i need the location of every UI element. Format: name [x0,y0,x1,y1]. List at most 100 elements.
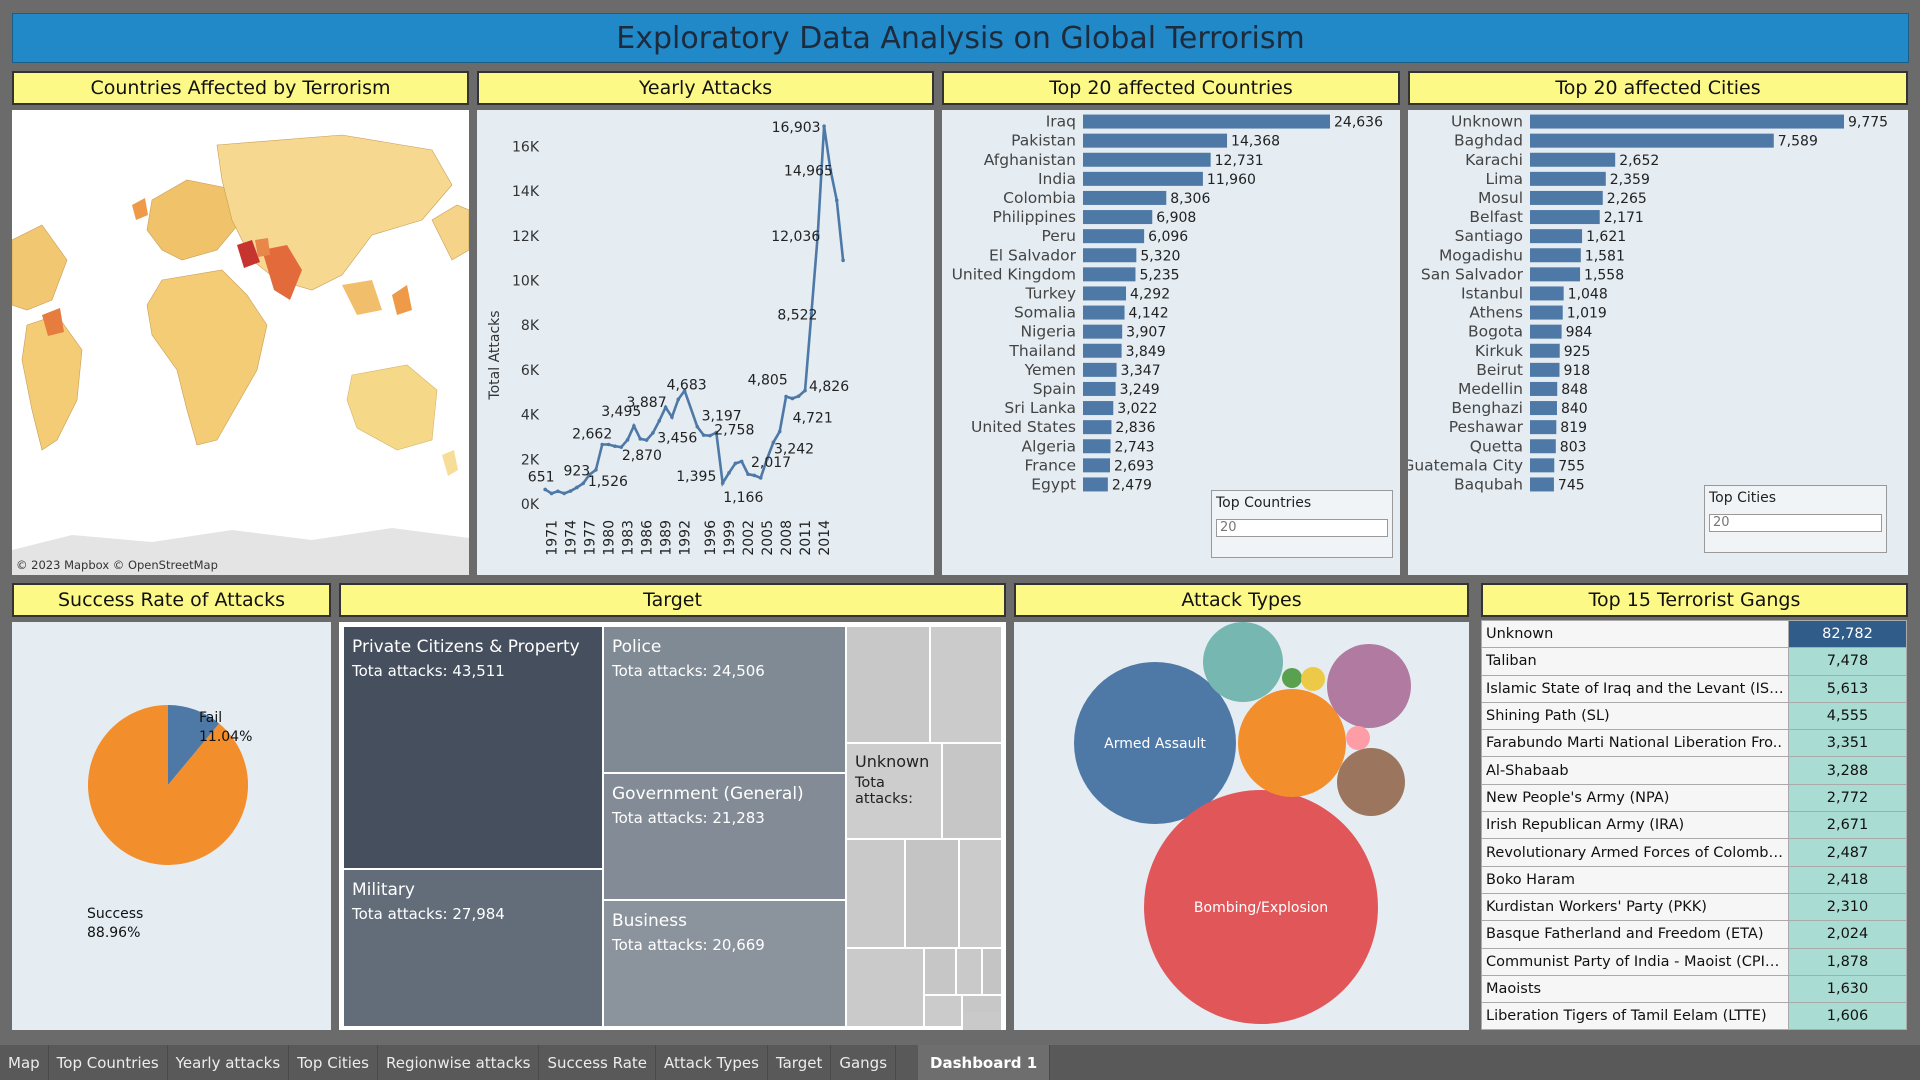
north-america-shape[interactable] [12,224,68,311]
philippines-shape[interactable] [392,285,412,315]
pakistan-shape[interactable] [255,238,270,257]
gang-row[interactable]: Liberation Tigers of Tamil Eelam (LTTE) 1… [1481,1002,1907,1031]
country-bar[interactable] [1083,210,1153,225]
top-cities-input[interactable] [1709,513,1882,532]
city-bar[interactable] [1530,190,1603,205]
country-bar[interactable] [1083,248,1137,263]
country-bar[interactable] [1083,381,1116,396]
yearly-point[interactable] [784,394,788,399]
bubble-armed-assault[interactable] [1074,662,1236,824]
city-bar[interactable] [1530,171,1606,186]
sheet-tab[interactable]: Target [768,1045,832,1080]
city-bar[interactable] [1530,439,1556,454]
yearly-point[interactable] [638,437,643,441]
top-countries-param[interactable]: Top Countries [1211,490,1393,558]
yearly-point[interactable] [657,419,662,423]
bubble-orange[interactable] [1238,689,1346,797]
yearly-point[interactable] [587,472,592,477]
sheet-tab[interactable]: Dashboard 1 [918,1045,1051,1080]
yearly-point[interactable] [828,167,833,172]
city-bar[interactable] [1530,381,1558,396]
top-countries-input[interactable] [1216,518,1388,537]
uk-shape[interactable] [132,198,148,220]
gang-row[interactable]: Revolutionary Armed Forces of Colombia .… [1481,838,1907,867]
pie-slice-fail[interactable] [168,705,220,785]
country-bar[interactable] [1083,343,1122,358]
city-bar[interactable] [1530,324,1562,339]
country-bar[interactable] [1083,305,1125,320]
yearly-point[interactable] [663,405,668,410]
target-small-cell[interactable] [847,949,923,1026]
gang-row[interactable]: Kurdistan Workers' Party (PKK) 2,310 [1481,892,1907,922]
gang-row[interactable]: Shining Path (SL) 4,555 [1481,701,1907,731]
yearly-point[interactable] [771,440,776,445]
city-bar[interactable] [1530,420,1557,435]
yearly-point[interactable] [796,394,801,398]
gang-row[interactable]: Boko Haram 2,418 [1481,865,1907,894]
europe-shape[interactable] [146,179,243,261]
target-private-citizens[interactable]: Private Citizens & Property Tota attacks… [344,627,602,868]
sheet-tab[interactable]: Attack Types [656,1045,768,1080]
yearly-point[interactable] [682,388,687,393]
yearly-point[interactable] [549,491,554,496]
country-bar[interactable] [1083,477,1108,492]
pie-slice-success[interactable] [88,705,248,865]
new-zealand-shape[interactable] [442,450,458,476]
iraq-shape[interactable] [237,240,260,268]
city-bar[interactable] [1530,133,1774,148]
bubble-green[interactable] [1282,668,1302,688]
target-small-cell[interactable] [925,949,955,994]
city-bar[interactable] [1530,305,1563,320]
country-bar[interactable] [1083,114,1330,129]
bubble-bombing[interactable] [1144,790,1378,1024]
yearly-point[interactable] [834,198,839,203]
yearly-point[interactable] [758,476,763,480]
yearly-point[interactable] [803,388,807,393]
city-bar[interactable] [1530,343,1560,358]
yearly-point[interactable] [809,311,814,316]
country-bar[interactable] [1083,171,1203,186]
city-bar[interactable] [1530,248,1581,263]
country-bar[interactable] [1083,324,1123,339]
sheet-tab[interactable]: Gangs [831,1045,897,1080]
yearly-point[interactable] [651,431,655,435]
gang-row[interactable]: Maoists 1,630 [1481,974,1907,1004]
target-small-cell[interactable] [957,949,981,994]
bubble-purple[interactable] [1327,644,1411,728]
south-america-shape[interactable] [21,314,83,451]
success-panel[interactable]: Fail 11.04% Success 88.96% [12,622,331,1030]
country-bar[interactable] [1083,133,1228,148]
australia-shape[interactable] [346,364,438,451]
yearly-point[interactable] [625,438,630,442]
gang-row[interactable]: Al-Shabaab 3,288 [1481,756,1907,785]
yearly-point[interactable] [568,489,573,493]
yearly-point[interactable] [815,233,820,237]
bubble-yellow[interactable] [1301,667,1325,691]
target-small-cell[interactable] [963,996,1001,1016]
gang-row[interactable]: Irish Republican Army (IRA) 2,671 [1481,811,1907,840]
gang-row[interactable]: Farabundo Marti National Liberation Fro.… [1481,729,1907,758]
yearly-point[interactable] [594,468,598,472]
target-small-cell[interactable] [847,627,929,742]
country-bar[interactable] [1083,458,1110,473]
yearly-panel[interactable]: Total Attacks 0K 2K 4K 6K 8K 10K 12K 14K 16K 1971… [477,110,934,575]
yearly-point[interactable] [777,429,782,434]
yearly-point[interactable] [841,258,845,263]
target-police[interactable]: Police Tota attacks: 24,506 [604,627,845,772]
country-bar[interactable] [1083,229,1145,244]
target-military[interactable]: Military Tota attacks: 27,984 [344,870,602,1026]
se-asia-shape[interactable] [342,280,382,315]
target-small-cell[interactable] [906,840,958,947]
gang-row[interactable]: Unknown 82,782 [1481,619,1907,649]
target-small-cell[interactable] [931,627,1001,742]
yearly-point[interactable] [581,481,586,486]
attack-types-panel[interactable]: Armed Assault Bombing/Explosion [1014,622,1469,1030]
yearly-point[interactable] [720,481,725,485]
bubble-pink[interactable] [1346,726,1370,750]
attack-types-bubble-chart[interactable]: Armed Assault Bombing/Explosion [1014,622,1469,1030]
top-cities-param[interactable]: Top Cities [1704,485,1887,553]
yearly-point[interactable] [606,442,611,447]
target-government[interactable]: Government (General) Tota attacks: 21,28… [604,774,845,899]
city-bar[interactable] [1530,210,1600,225]
gang-row[interactable]: Basque Fatherland and Freedom (ETA) 2,024 [1481,920,1907,949]
